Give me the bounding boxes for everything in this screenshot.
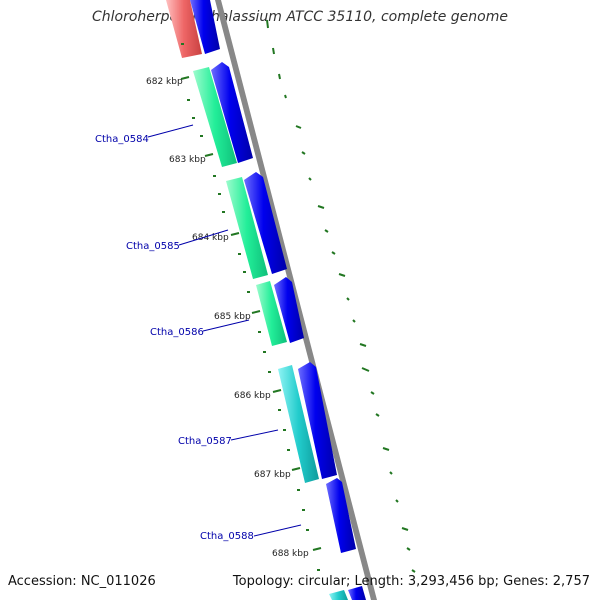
gene-ctha-0586-arrow[interactable] xyxy=(274,277,304,343)
gene-ctha-0587-arrow[interactable] xyxy=(298,362,337,479)
scale-label-686: 686 kbp xyxy=(234,391,271,401)
gene-ctha-0586-bar[interactable] xyxy=(256,281,287,346)
leader-line-ctha-0588 xyxy=(253,524,302,537)
gene-label-ctha-0588[interactable]: Ctha_0588 xyxy=(200,531,254,542)
partial-feature-blue-top[interactable] xyxy=(190,0,220,54)
partial-feature-bottom-blue[interactable] xyxy=(348,586,366,600)
gene-ctha-0584-arrow[interactable] xyxy=(211,62,253,163)
partial-feature-bottom[interactable] xyxy=(329,590,348,600)
leader-line-ctha-0586 xyxy=(202,319,250,332)
gene-label-ctha-0585[interactable]: Ctha_0585 xyxy=(126,241,180,252)
topology-text: Topology: circular; Length: 3,293,456 bp… xyxy=(232,574,590,589)
accession-text: Accession: NC_011026 xyxy=(8,574,156,589)
gene-label-ctha-0584[interactable]: Ctha_0584 xyxy=(95,134,149,145)
leader-line-ctha-0587 xyxy=(230,429,279,441)
gene-label-ctha-0586[interactable]: Ctha_0586 xyxy=(150,327,204,338)
scale-major-tick xyxy=(291,467,301,471)
scale-label-685: 685 kbp xyxy=(214,312,251,322)
gene-ctha-0588-arrow[interactable] xyxy=(326,478,356,553)
scale-major-tick xyxy=(180,76,190,80)
scale-label-683: 683 kbp xyxy=(169,155,206,165)
genome-backbone xyxy=(215,0,377,600)
scale-label-687: 687 kbp xyxy=(254,470,291,480)
scale-major-tick xyxy=(272,389,282,393)
leader-line-ctha-0585 xyxy=(178,229,229,246)
leader-line-ctha-0584 xyxy=(147,124,194,138)
partial-feature-red[interactable] xyxy=(166,0,202,58)
gene-ctha-0585-bar[interactable] xyxy=(226,177,268,279)
scale-ticks xyxy=(180,43,322,571)
gene-label-ctha-0587[interactable]: Ctha_0587 xyxy=(178,436,232,447)
scale-label-684: 684 kbp xyxy=(192,233,229,243)
scale-label-682: 682 kbp xyxy=(146,77,183,87)
scale-major-tick xyxy=(251,310,261,314)
gene-ctha-0585-arrow[interactable] xyxy=(244,172,287,274)
scale-major-tick xyxy=(204,153,214,157)
gene-ctha-0587-bar[interactable] xyxy=(278,365,319,483)
scale-major-tick xyxy=(230,232,240,236)
scale-label-688: 688 kbp xyxy=(272,549,309,559)
scale-major-tick xyxy=(312,547,322,551)
gc-content-ring xyxy=(266,19,416,573)
gene-ctha-0584-bar[interactable] xyxy=(193,67,237,167)
